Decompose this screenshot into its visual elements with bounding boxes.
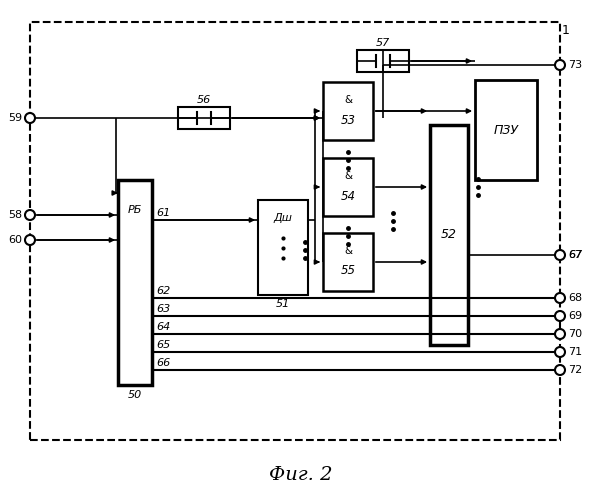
Text: 71: 71 xyxy=(568,347,582,357)
Circle shape xyxy=(555,347,565,357)
Circle shape xyxy=(555,293,565,303)
Circle shape xyxy=(555,250,565,260)
Text: 56: 56 xyxy=(197,95,211,105)
Text: ПЗУ: ПЗУ xyxy=(494,124,518,136)
Text: 60: 60 xyxy=(8,235,22,245)
Text: 69: 69 xyxy=(568,311,582,321)
Text: 59: 59 xyxy=(8,113,22,123)
Circle shape xyxy=(555,365,565,375)
Text: 54: 54 xyxy=(341,190,356,202)
Text: Фиг. 2: Фиг. 2 xyxy=(269,466,333,484)
Bar xyxy=(178,107,230,129)
Text: 70: 70 xyxy=(568,329,582,339)
Circle shape xyxy=(25,113,35,123)
Text: &: & xyxy=(344,171,352,181)
Text: 67: 67 xyxy=(568,250,582,260)
Text: 64: 64 xyxy=(156,322,170,332)
Text: &: & xyxy=(344,246,352,256)
Bar xyxy=(475,80,537,180)
Bar xyxy=(323,233,373,291)
Text: Дш: Дш xyxy=(273,213,293,223)
Bar xyxy=(430,125,468,345)
Text: 52: 52 xyxy=(441,228,457,241)
Text: &: & xyxy=(344,95,352,105)
Bar xyxy=(258,200,308,295)
Text: 50: 50 xyxy=(128,390,142,400)
Text: РБ: РБ xyxy=(128,205,142,215)
Text: 62: 62 xyxy=(156,286,170,296)
Text: 65: 65 xyxy=(156,340,170,350)
Text: 67: 67 xyxy=(568,250,582,260)
Text: 57: 57 xyxy=(376,38,390,48)
Circle shape xyxy=(25,210,35,220)
Circle shape xyxy=(25,235,35,245)
Text: 51: 51 xyxy=(276,299,290,309)
Text: 66: 66 xyxy=(156,358,170,368)
Text: 72: 72 xyxy=(568,365,582,375)
Text: 73: 73 xyxy=(568,60,582,70)
Text: 55: 55 xyxy=(341,264,356,278)
Text: 1: 1 xyxy=(562,24,570,37)
Text: 61: 61 xyxy=(156,208,170,218)
Circle shape xyxy=(555,60,565,70)
Bar xyxy=(357,50,409,72)
Bar xyxy=(118,180,152,385)
Circle shape xyxy=(555,329,565,339)
Text: 68: 68 xyxy=(568,293,582,303)
Circle shape xyxy=(555,311,565,321)
Text: 53: 53 xyxy=(341,114,356,126)
Bar xyxy=(323,82,373,140)
Text: 58: 58 xyxy=(8,210,22,220)
Text: 63: 63 xyxy=(156,304,170,314)
Bar xyxy=(30,22,560,440)
Bar xyxy=(323,158,373,216)
